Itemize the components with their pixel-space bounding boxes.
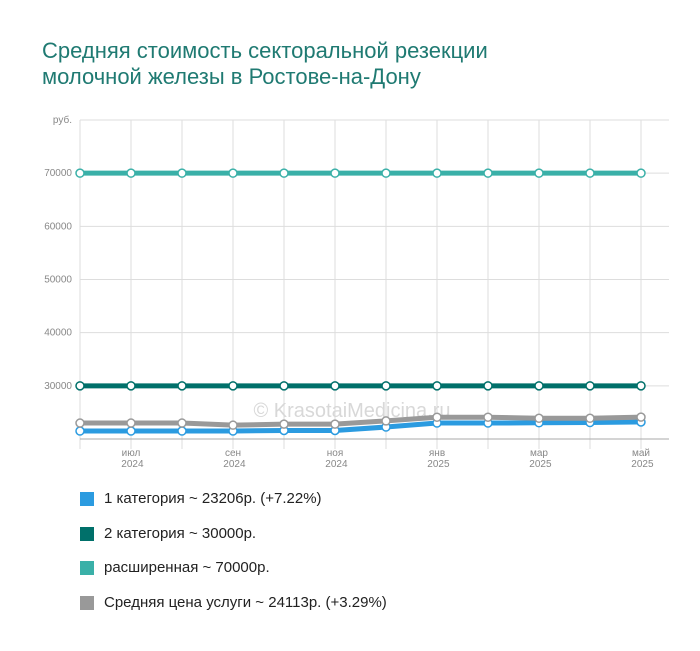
point: [585, 168, 595, 178]
point: [483, 381, 493, 391]
legend-swatch: [80, 492, 94, 506]
point: [228, 168, 238, 178]
point: [585, 381, 595, 391]
point: [483, 168, 493, 178]
legend-item: 1 категория ~ 23206р. (+7.22%): [80, 490, 387, 525]
x-tick-label: сен 2024: [220, 448, 245, 470]
point: [126, 418, 136, 428]
legend-swatch: [80, 526, 94, 541]
x-tick-label: май 2025: [628, 448, 653, 470]
point: [330, 168, 340, 178]
point: [228, 381, 238, 391]
point: [279, 168, 289, 178]
legend-label: Средняя цена услуги ~ 24113р. (+3.29%): [104, 593, 387, 611]
x-tick-label: ноя 2024: [322, 448, 347, 470]
y-tick-label: 70000: [44, 168, 72, 179]
watermark: © KrasotaiMedicina.ru: [253, 400, 450, 422]
point: [432, 412, 442, 422]
y-tick-label: 60000: [44, 221, 72, 232]
chart-title: Средняя стоимость секторальной резекции …: [42, 38, 488, 89]
legend-label: расширенная ~ 70000р.: [104, 559, 270, 576]
point: [534, 168, 544, 178]
y-tick-label: 40000: [44, 328, 72, 339]
legend-swatch: [80, 561, 94, 575]
legend-swatch: [80, 595, 94, 610]
point: [228, 420, 238, 430]
point: [177, 381, 187, 391]
point: [279, 419, 289, 429]
point: [126, 381, 136, 391]
x-tick-label: июл 2024: [118, 448, 143, 470]
point: [585, 413, 595, 424]
point: [636, 168, 646, 178]
y-tick-label: руб.: [53, 114, 72, 126]
point: [279, 381, 289, 391]
legend-label: 1 категория ~ 23206р. (+7.22%): [104, 490, 322, 507]
x-tick-label: мар 2025: [526, 448, 551, 470]
point: [126, 168, 136, 178]
point: [534, 413, 544, 424]
y-tick-label: 50000: [44, 275, 72, 286]
point: [75, 381, 85, 391]
y-tick-label: 30000: [44, 381, 72, 392]
point: [177, 168, 187, 178]
legend-item: Средняя цена услуги ~ 24113р. (+3.29%): [80, 594, 387, 629]
point: [636, 381, 646, 391]
point: [75, 426, 85, 436]
point: [381, 168, 391, 178]
x-tick-label: янв 2025: [424, 448, 449, 470]
point: [432, 168, 442, 178]
point: [75, 418, 85, 428]
point: [381, 416, 391, 426]
legend-item: 2 категория ~ 30000р.: [80, 525, 387, 560]
point: [483, 412, 493, 422]
point: [177, 426, 187, 436]
point: [381, 381, 391, 391]
legend-label: 2 категория ~ 30000р.: [104, 524, 257, 542]
point: [177, 418, 187, 428]
point: [126, 426, 136, 436]
series-line: [80, 414, 642, 428]
series-line: [80, 419, 642, 434]
point: [534, 381, 544, 391]
point: [330, 419, 340, 429]
point: [636, 412, 646, 422]
legend: 1 категория ~ 23206р. (+7.22%) 2 категори…: [80, 490, 387, 628]
point: [432, 381, 442, 391]
chart: июл 2024 сен 2024 ноя 2024 янв 2025 мар 2025…: [44, 114, 669, 470]
point: [330, 381, 340, 391]
legend-item: расширенная ~ 70000р.: [80, 559, 387, 594]
point: [75, 168, 85, 178]
